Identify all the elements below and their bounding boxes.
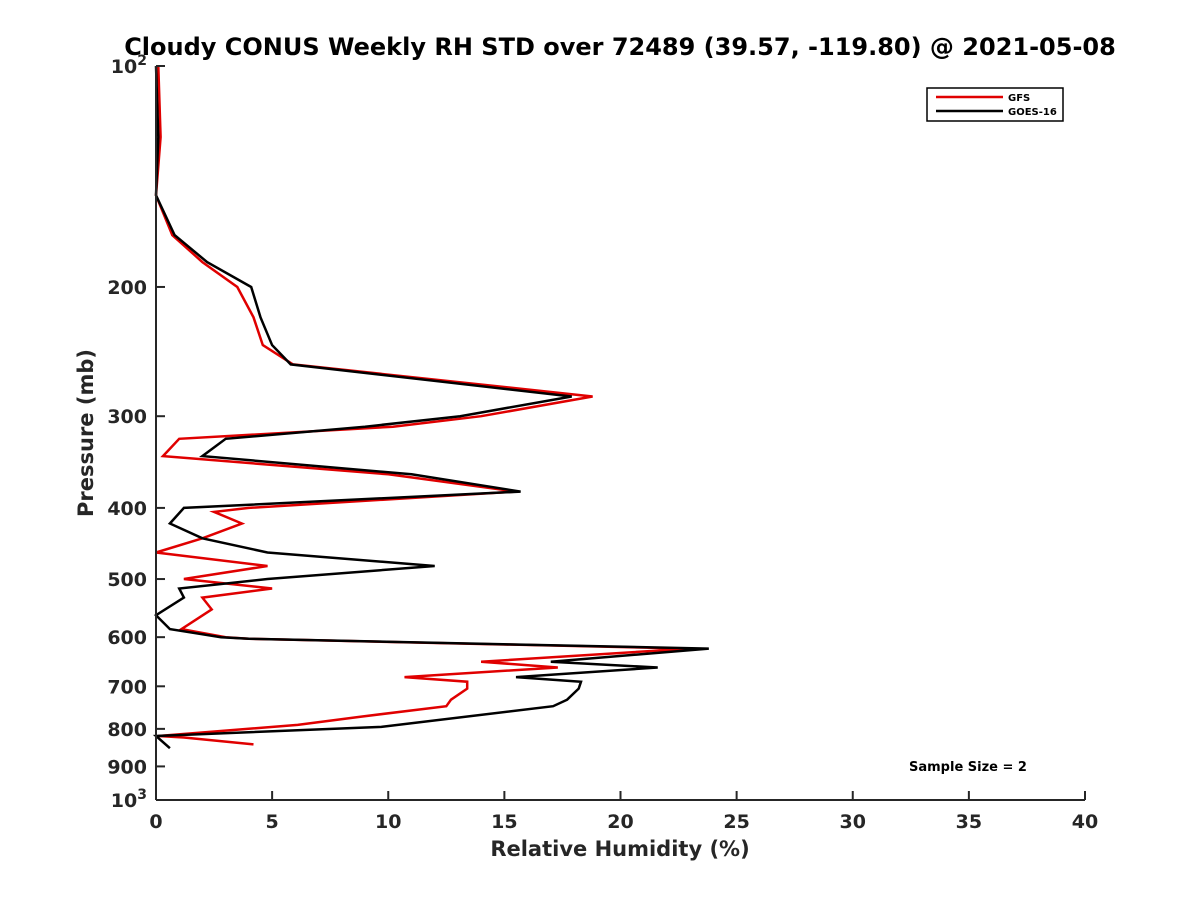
- y-tick-label: 200: [107, 277, 147, 299]
- x-tick-label: 35: [956, 811, 982, 833]
- x-tick-label: 10: [375, 811, 401, 833]
- y-tick-label: 400: [107, 498, 147, 520]
- x-axis-ticks: 0 5 10 15 20 25 30 35 40: [149, 791, 1098, 833]
- y-tick-label: 500: [107, 569, 147, 591]
- y-tick-label: 800: [107, 719, 147, 741]
- y-tick-label: 103: [111, 787, 147, 812]
- y-axis-label: Pressure (mb): [74, 349, 98, 517]
- legend-box: [926, 87, 1064, 122]
- y-tick-label: 102: [111, 53, 147, 78]
- sample-size-annotation: Sample Size = 2: [909, 760, 1027, 775]
- chart-title: Cloudy CONUS Weekly RH STD over 72489 (3…: [124, 33, 1116, 61]
- x-tick-label: 0: [149, 811, 162, 833]
- y-axis-ticks: 102 200 300 400 500 600 700 800 900 103: [107, 53, 165, 812]
- series-line-gfs: [154, 65, 691, 746]
- y-tick-label: 600: [107, 627, 147, 649]
- x-tick-label: 25: [723, 811, 749, 833]
- x-axis-label: Relative Humidity (%): [490, 837, 749, 861]
- legend-label-goes16: GOES-16: [1008, 107, 1057, 118]
- y-tick-label: 900: [107, 756, 147, 778]
- y-tick-label: 700: [107, 676, 147, 698]
- legend: GFS GOES-16: [926, 87, 1064, 122]
- legend-label-gfs: GFS: [1008, 93, 1030, 104]
- x-tick-label: 40: [1072, 811, 1098, 833]
- x-tick-label: 30: [840, 811, 866, 833]
- x-tick-label: 5: [266, 811, 279, 833]
- x-tick-label: 20: [607, 811, 633, 833]
- x-tick-label: 15: [491, 811, 517, 833]
- plot-area: [152, 65, 709, 750]
- y-tick-label: 300: [107, 406, 147, 428]
- series-line-goes16: [152, 65, 709, 750]
